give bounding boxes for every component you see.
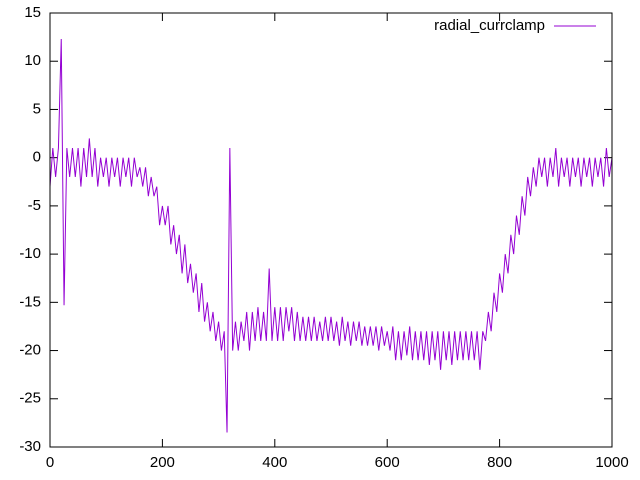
x-tick-label: 200 — [150, 454, 175, 471]
y-tick-label: 15 — [24, 4, 41, 21]
x-tick-label: 800 — [487, 454, 512, 471]
y-tick-label: -15 — [19, 293, 41, 310]
x-tick-label: 400 — [262, 454, 287, 471]
y-tick-label: 0 — [33, 149, 41, 166]
plot-border — [49, 12, 613, 448]
y-tick-label: -25 — [19, 390, 41, 407]
x-tick-label: 0 — [46, 454, 54, 471]
x-tick-label: 1000 — [595, 454, 628, 471]
y-tick-label: -20 — [19, 342, 41, 359]
x-tick-label: 600 — [375, 454, 400, 471]
y-tick-label: -10 — [19, 245, 41, 262]
y-tick-label: -5 — [28, 197, 41, 214]
data-line — [49, 39, 613, 433]
y-tick-label: 5 — [33, 100, 41, 117]
legend-label: radial_currclamp — [434, 17, 545, 34]
y-tick-label: 10 — [24, 52, 41, 69]
y-tick-label: -30 — [19, 438, 41, 455]
